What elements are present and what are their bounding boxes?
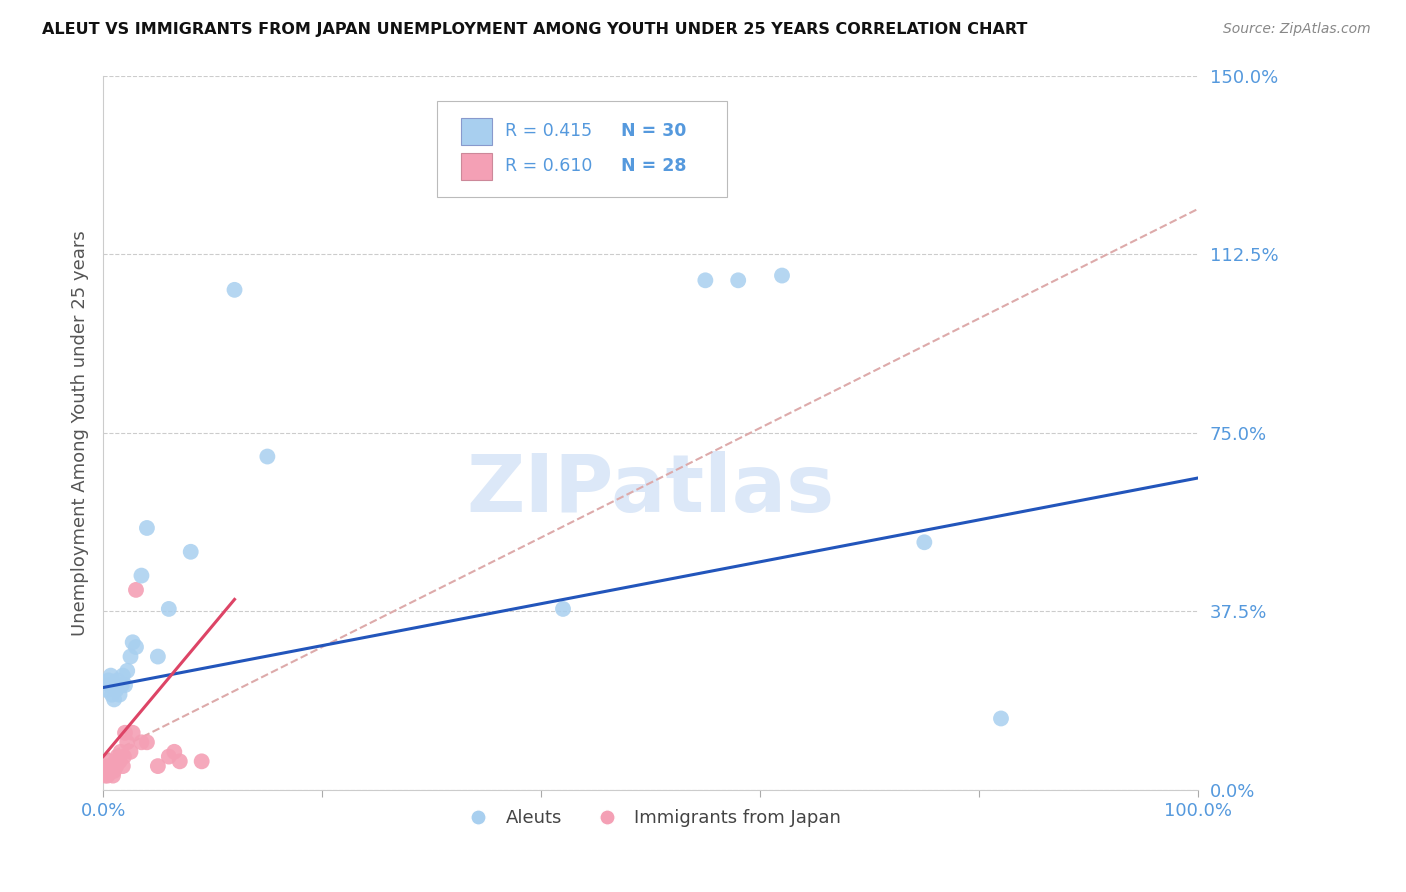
- Point: [912, 535, 935, 549]
- Point: [146, 649, 169, 664]
- Point: [105, 749, 128, 764]
- Y-axis label: Unemployment Among Youth under 25 years: Unemployment Among Youth under 25 years: [72, 230, 89, 636]
- Point: [114, 678, 136, 692]
- Point: [111, 668, 134, 682]
- Text: R = 0.610: R = 0.610: [505, 157, 592, 175]
- FancyBboxPatch shape: [461, 153, 492, 180]
- Text: Source: ZipAtlas.com: Source: ZipAtlas.com: [1223, 22, 1371, 37]
- Point: [120, 745, 142, 759]
- Point: [727, 273, 749, 287]
- Point: [224, 283, 246, 297]
- Point: [98, 678, 121, 692]
- Point: [256, 450, 278, 464]
- Point: [105, 759, 128, 773]
- Point: [115, 735, 138, 749]
- Point: [94, 769, 117, 783]
- Point: [157, 749, 180, 764]
- Point: [163, 745, 186, 759]
- Point: [131, 568, 153, 582]
- Point: [97, 759, 120, 773]
- Point: [108, 755, 131, 769]
- Text: ZIPatlas: ZIPatlas: [467, 450, 835, 529]
- Point: [101, 688, 124, 702]
- Point: [111, 759, 134, 773]
- Point: [108, 688, 131, 702]
- Point: [157, 602, 180, 616]
- Point: [136, 521, 159, 535]
- Point: [96, 682, 118, 697]
- Point: [551, 602, 574, 616]
- Point: [112, 749, 135, 764]
- Point: [101, 759, 124, 773]
- Point: [180, 545, 202, 559]
- Point: [103, 692, 125, 706]
- Point: [121, 635, 143, 649]
- Point: [169, 755, 191, 769]
- Text: N = 28: N = 28: [621, 157, 686, 175]
- Point: [120, 649, 142, 664]
- Point: [115, 664, 138, 678]
- Point: [770, 268, 793, 283]
- Point: [100, 755, 122, 769]
- Point: [101, 678, 124, 692]
- Point: [100, 668, 122, 682]
- Text: R = 0.415: R = 0.415: [505, 122, 592, 140]
- Point: [110, 745, 132, 759]
- FancyBboxPatch shape: [437, 101, 727, 197]
- Point: [136, 735, 159, 749]
- Point: [96, 769, 118, 783]
- Point: [990, 711, 1012, 725]
- Legend: Aleuts, Immigrants from Japan: Aleuts, Immigrants from Japan: [453, 802, 848, 835]
- Text: ALEUT VS IMMIGRANTS FROM JAPAN UNEMPLOYMENT AMONG YOUTH UNDER 25 YEARS CORRELATI: ALEUT VS IMMIGRANTS FROM JAPAN UNEMPLOYM…: [42, 22, 1028, 37]
- FancyBboxPatch shape: [461, 118, 492, 145]
- Point: [125, 640, 148, 654]
- Point: [190, 755, 212, 769]
- Point: [695, 273, 717, 287]
- Point: [96, 764, 118, 778]
- Point: [111, 678, 134, 692]
- Point: [131, 735, 153, 749]
- Point: [104, 755, 127, 769]
- Point: [101, 769, 124, 783]
- Point: [98, 764, 121, 778]
- Point: [105, 682, 128, 697]
- Text: N = 30: N = 30: [621, 122, 686, 140]
- Point: [105, 673, 128, 688]
- Point: [103, 764, 125, 778]
- Point: [146, 759, 169, 773]
- Point: [125, 582, 148, 597]
- Point: [121, 725, 143, 739]
- Point: [114, 725, 136, 739]
- Point: [97, 673, 120, 688]
